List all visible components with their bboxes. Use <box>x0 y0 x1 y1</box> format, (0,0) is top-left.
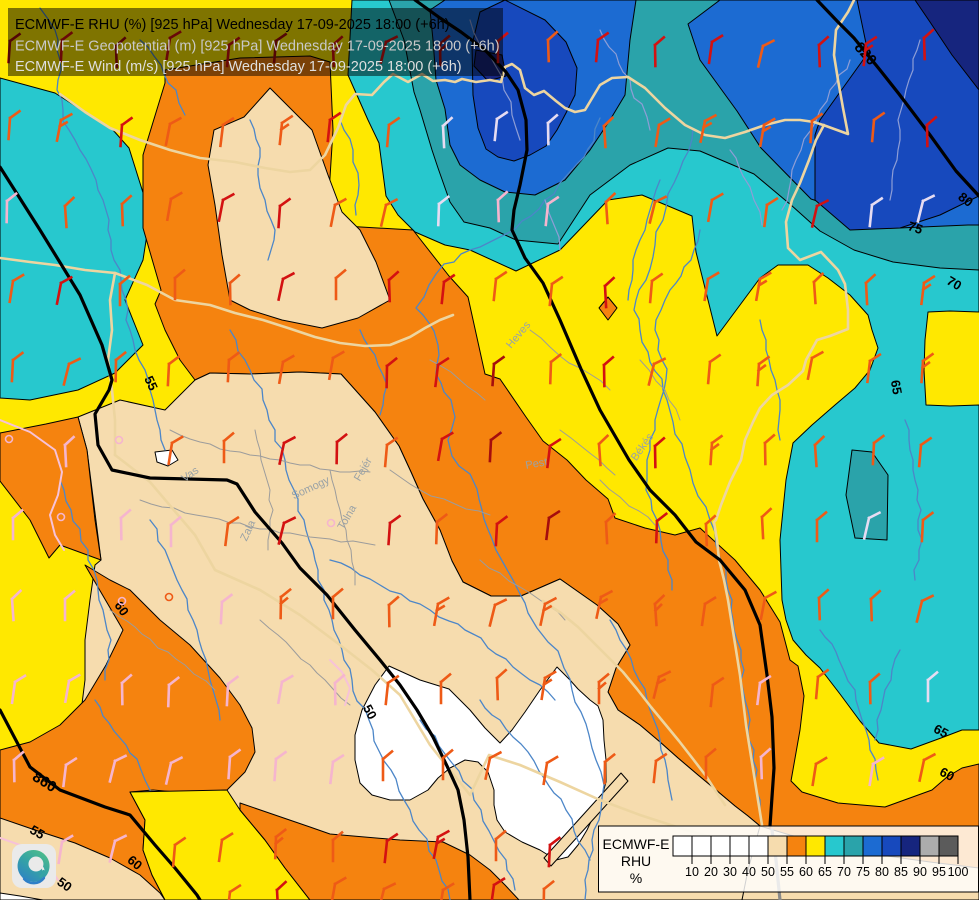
svg-text:30: 30 <box>723 865 737 879</box>
svg-text:60: 60 <box>799 865 813 879</box>
svg-text:ECMWF-E Geopotential (m) [925: ECMWF-E Geopotential (m) [925 hPa] Wedne… <box>15 39 500 55</box>
svg-text:75: 75 <box>856 865 870 879</box>
svg-text:85: 85 <box>894 865 908 879</box>
svg-text:60: 60 <box>937 764 957 784</box>
svg-text:65: 65 <box>818 865 832 879</box>
svg-text:55: 55 <box>780 865 794 879</box>
svg-text:10: 10 <box>685 865 699 879</box>
svg-text:50: 50 <box>360 702 380 722</box>
svg-text:20: 20 <box>704 865 718 879</box>
svg-text:70: 70 <box>837 865 851 879</box>
svg-text:40: 40 <box>742 865 756 879</box>
svg-text:50: 50 <box>761 865 775 879</box>
svg-text:Pest: Pest <box>525 456 549 472</box>
svg-text:55: 55 <box>27 822 47 842</box>
svg-text:95: 95 <box>932 865 946 879</box>
svg-text:80: 80 <box>875 865 889 879</box>
svg-text:RHU: RHU <box>621 853 651 869</box>
svg-text:65: 65 <box>931 721 951 741</box>
svg-text:ECMWF-E RHU (%) [925 hPa] Wedn: ECMWF-E RHU (%) [925 hPa] Wednesday 17-0… <box>15 17 450 33</box>
svg-text:50: 50 <box>54 874 74 895</box>
svg-text:100: 100 <box>948 865 969 879</box>
svg-text:90: 90 <box>913 865 927 879</box>
svg-text:ECMWF-E Wind (m/s) [925 hPa] W: ECMWF-E Wind (m/s) [925 hPa] Wednesday 1… <box>15 59 462 75</box>
svg-text:55: 55 <box>141 373 161 392</box>
svg-text:%: % <box>630 870 642 886</box>
svg-text:65: 65 <box>888 379 905 396</box>
svg-text:60: 60 <box>111 598 132 618</box>
svg-text:70: 70 <box>944 273 964 293</box>
svg-text:75: 75 <box>906 218 924 237</box>
svg-text:ECMWF-E: ECMWF-E <box>603 836 670 852</box>
